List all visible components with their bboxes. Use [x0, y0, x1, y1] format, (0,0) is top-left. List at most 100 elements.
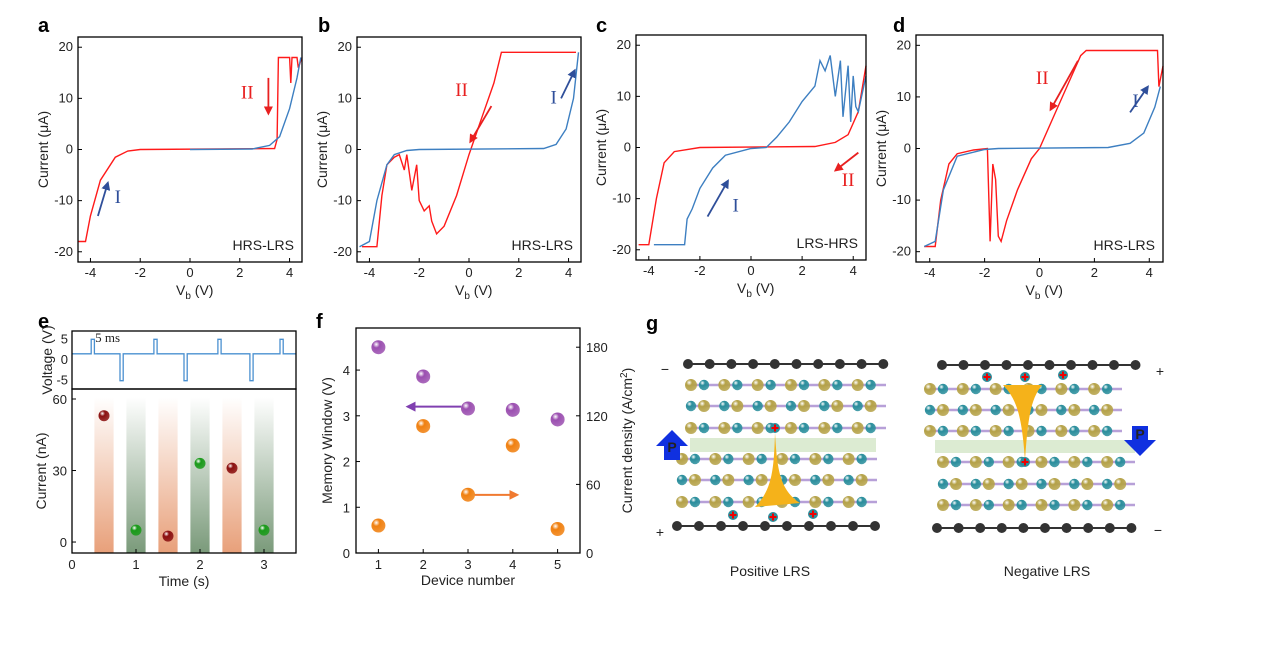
teal-atom — [810, 474, 821, 486]
y-tick-label: -10 — [612, 191, 631, 206]
gold-atom — [982, 478, 995, 490]
gold-atom — [818, 379, 831, 391]
direction-arrow — [469, 105, 493, 144]
plus-mark — [1021, 373, 1029, 381]
diagram-negative-lrs: + − P Negative LRS — [924, 360, 1164, 579]
y-tick-label: 60 — [53, 392, 67, 407]
teal-atom — [1069, 478, 1080, 490]
voltage-tick-label: -5 — [56, 373, 68, 388]
panel-letter: a — [38, 15, 50, 37]
electrode-atom — [738, 521, 748, 531]
teal-atom — [698, 379, 710, 391]
iv-curve-0 — [78, 56, 303, 243]
gold-atom — [785, 379, 797, 391]
gold-atom — [842, 496, 855, 508]
y-tick-label: 2 — [343, 455, 350, 470]
gold-atom — [742, 496, 755, 508]
gold-atom — [1002, 456, 1015, 468]
electrode-atom — [694, 521, 704, 531]
y-tick-label: 1 — [343, 500, 350, 515]
right-axis-point — [416, 419, 431, 434]
teal-atom — [676, 474, 688, 486]
teal-atom — [852, 400, 863, 412]
direction-arrow — [1129, 85, 1149, 113]
left-axis-point — [461, 401, 475, 416]
teal-atom — [990, 404, 1001, 416]
filament — [755, 432, 800, 507]
gold-atom — [1101, 499, 1114, 511]
teal-atom — [1049, 499, 1060, 511]
x-label-main: V — [1026, 282, 1036, 298]
gold-atom — [822, 474, 835, 486]
x-tick-label: 0 — [465, 265, 472, 280]
electrode-atom — [791, 359, 802, 369]
sweep-label: II — [455, 80, 468, 101]
plus-mark — [729, 511, 737, 519]
teal-atom — [1049, 456, 1060, 468]
electrode-atom — [975, 523, 986, 533]
left-axis-point — [550, 412, 565, 427]
gold-atom — [809, 496, 822, 508]
electrode-atom — [953, 523, 964, 533]
gold-atom — [1002, 404, 1015, 416]
teal-atom — [689, 453, 701, 465]
x-tick-label: -4 — [643, 263, 655, 278]
y-axis-label: Current (μA) — [873, 110, 889, 187]
bottom-sign: − — [1154, 522, 1162, 538]
y-tick-label: 0 — [904, 141, 911, 156]
gold-atom — [1015, 478, 1028, 490]
gold-atom — [1068, 404, 1081, 416]
gold-atom — [831, 400, 844, 412]
y-tick-label: 3 — [343, 409, 350, 424]
y-tick-label: 10 — [617, 88, 631, 103]
electrode-atom — [1040, 523, 1050, 533]
plus-mark — [771, 424, 779, 432]
gold-atom — [969, 456, 982, 468]
gold-atom — [676, 496, 688, 508]
teal-atom — [1069, 383, 1080, 395]
voltage-axis-label: Voltage (V) — [39, 325, 55, 394]
electrode-atom — [1083, 523, 1094, 533]
teal-atom — [723, 453, 734, 465]
gold-atom — [969, 404, 982, 416]
current-point — [98, 410, 110, 422]
gold-atom — [864, 400, 877, 412]
y-tick-label: 20 — [59, 39, 73, 54]
panel-letter: f — [316, 311, 323, 333]
electrode-atom — [1104, 523, 1115, 533]
x-tick-label: 4 — [286, 265, 293, 280]
teal-atom — [765, 379, 776, 391]
electrode-atom — [782, 521, 792, 531]
x-tick-label: -4 — [85, 265, 97, 280]
state-label: HRS-LRS — [233, 237, 294, 253]
y-tick-label: 30 — [53, 464, 67, 479]
electrode-atom — [996, 523, 1007, 533]
electrode-atom — [856, 359, 867, 369]
gold-atom — [1114, 478, 1127, 490]
x-tick-label: -4 — [924, 265, 936, 280]
gold-atom — [924, 425, 936, 437]
x-tick-label: -2 — [413, 265, 425, 280]
top-sign: + — [1156, 363, 1164, 379]
x-tick-label: 1 — [132, 557, 139, 572]
electrode-atom — [1023, 360, 1033, 370]
electrode-atom — [958, 360, 969, 370]
gold-atom — [709, 453, 722, 465]
time-band — [158, 397, 178, 553]
electrode-atom — [1126, 523, 1137, 533]
x-tick-label: -4 — [364, 265, 376, 280]
current-point — [194, 457, 206, 469]
x-tick-label: 0 — [747, 263, 754, 278]
y-tick-label: 20 — [897, 37, 911, 52]
x-label-sub: b — [185, 291, 191, 302]
x-tick-label: 0 — [1036, 265, 1043, 280]
gold-atom — [751, 422, 764, 434]
teal-atom — [983, 456, 995, 468]
iv-curve-0 — [638, 65, 867, 246]
x-axis-label: Vb (V) — [176, 282, 213, 302]
plus-mark — [1059, 371, 1067, 379]
gold-atom — [776, 453, 788, 465]
panel-letter: g — [646, 313, 658, 335]
time-band — [190, 397, 210, 553]
